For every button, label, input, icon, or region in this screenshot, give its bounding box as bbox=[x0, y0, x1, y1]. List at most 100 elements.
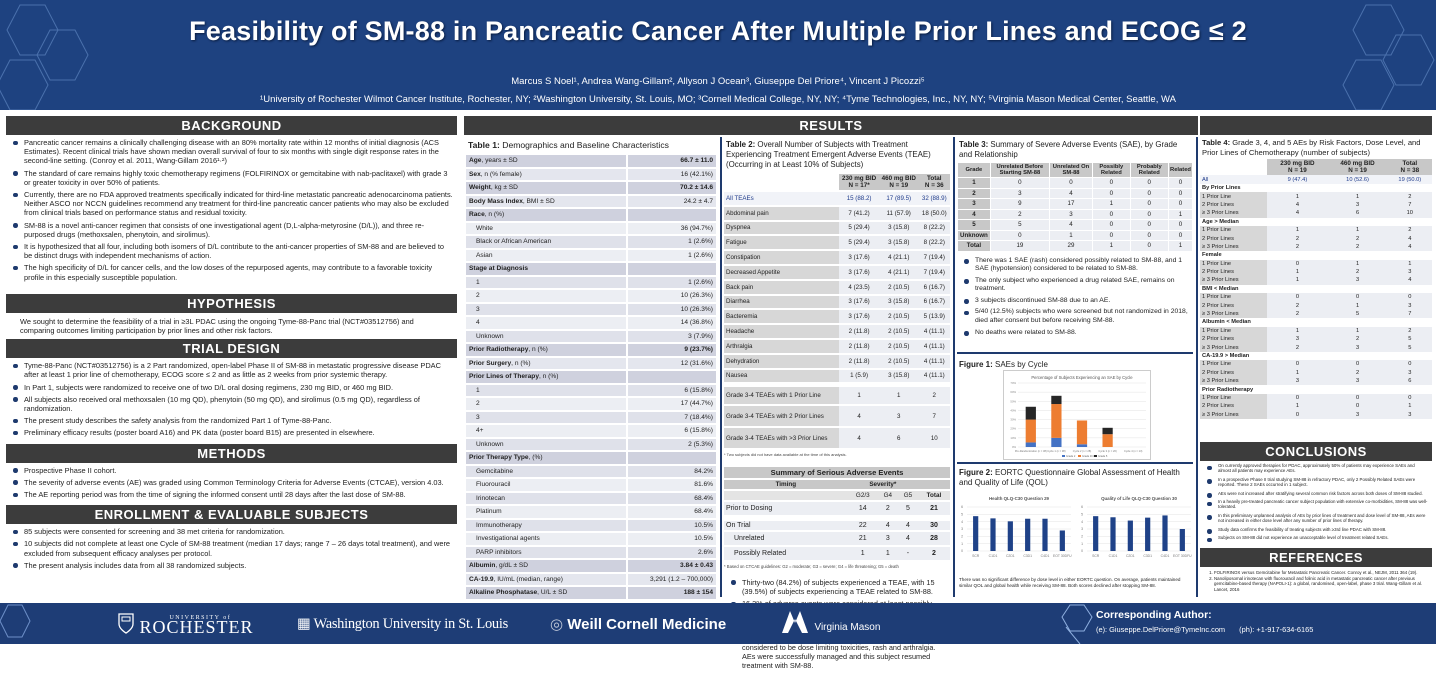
cell-value: 8 (22.2) bbox=[918, 236, 950, 250]
y-tick-label: 1 bbox=[961, 542, 963, 546]
table-row: 1 Prior Line 1 1 2 bbox=[1200, 192, 1432, 201]
grade-label: 1 bbox=[958, 178, 990, 188]
table-row: ≥ 3 Prior Lines 4 6 10 bbox=[1200, 209, 1432, 218]
table-row: ≥ 3 Prior Lines 2 2 4 bbox=[1200, 242, 1432, 252]
cell-value: 4 (11.1) bbox=[918, 325, 950, 338]
table-row: ≥ 3 Prior Lines 0 3 3 bbox=[1200, 410, 1432, 419]
cell-value: 0 bbox=[1130, 241, 1168, 251]
cell-value: 10 bbox=[918, 428, 950, 449]
cell-value: 1 bbox=[1049, 230, 1093, 240]
rochester-logo: UNIVERSITY of ROCHESTER bbox=[117, 612, 253, 636]
row-label: 1 Prior Line bbox=[1200, 326, 1268, 336]
cell-value: 0 bbox=[1267, 293, 1328, 302]
table-row: Prior Radiotherapy, n (%) 9 (23.7%) bbox=[466, 344, 716, 356]
cell-value: 6 bbox=[1327, 209, 1388, 218]
row-label: 2 Prior Lines bbox=[1200, 368, 1268, 377]
hexagon-decoration-icon bbox=[1061, 604, 1093, 644]
cell-value: 3 bbox=[1327, 200, 1388, 210]
cell-value: 2 (10.5) bbox=[878, 280, 919, 294]
cell-value: 15 (88.2) bbox=[839, 192, 879, 205]
bar-segment bbox=[1051, 404, 1062, 438]
bullet-item: Preliminary efficacy results (poster boa… bbox=[10, 428, 453, 437]
column-divider bbox=[953, 137, 955, 597]
left-column: BACKGROUND Pancreatic cancer remains a c… bbox=[6, 116, 457, 576]
row-value: 84.2% bbox=[626, 465, 716, 477]
cell-value: 3 (17.6) bbox=[839, 265, 879, 279]
row-value: 68.4% bbox=[626, 492, 716, 504]
table-row: Dyspnea 5 (29.4) 3 (15.8) 8 (22.2) bbox=[724, 221, 950, 235]
results-section: RESULTS bbox=[464, 116, 1432, 135]
trial-design-bullets: Tyme-88-Panc (NCT#03512756) is a 2 Part … bbox=[6, 358, 457, 443]
cell-value: 7 (19.4) bbox=[918, 251, 950, 264]
row-label: Abdominal pain bbox=[724, 206, 840, 220]
y-tick-label: 20% bbox=[1010, 427, 1016, 431]
table-row: 2 Prior Lines 3 2 5 bbox=[1200, 335, 1432, 344]
table-row: Investigational agents 10.5% bbox=[466, 533, 716, 545]
y-tick-label: 50% bbox=[1010, 399, 1016, 403]
x-tick-label: Cycle 3 (n = 20) bbox=[1098, 449, 1117, 453]
cell-value: 18 (50.0) bbox=[918, 206, 950, 220]
column-header: G5 bbox=[897, 491, 918, 501]
row-label: Immunotherapy bbox=[466, 519, 626, 531]
row-value bbox=[626, 209, 716, 221]
conclusions-bullets: On currently approved therapies for PDAC… bbox=[1200, 461, 1432, 546]
cell-value: 17 bbox=[1049, 199, 1093, 209]
bar-segment bbox=[1102, 434, 1113, 447]
bar bbox=[1110, 517, 1116, 551]
bullet-item: 85 subjects were consented for screening… bbox=[10, 527, 453, 536]
cell-value: 2 bbox=[1387, 192, 1432, 201]
row-value: 10.5% bbox=[626, 519, 716, 531]
figure2-note: There was no significant difference by d… bbox=[959, 577, 1181, 588]
x-tick-label: C4D1 bbox=[1161, 554, 1170, 558]
row-label: Constipation bbox=[724, 251, 840, 264]
row-label: Asian bbox=[466, 249, 626, 261]
bar bbox=[1093, 516, 1099, 551]
hypothesis-text: We sought to determine the feasibility o… bbox=[20, 316, 414, 336]
cell-value: 3 (17.6) bbox=[839, 310, 879, 324]
bullet-item: 5/40 (12.5%) subjects who were screened … bbox=[961, 308, 1189, 325]
table-row: Asian 1 (2.6%) bbox=[466, 249, 716, 261]
cell-value: 5 (13.9) bbox=[918, 310, 950, 324]
row-label: 1 Prior Line bbox=[1200, 360, 1268, 369]
contact-phone[interactable]: (ph): +1-917-634-6165 bbox=[1239, 625, 1314, 634]
cell-value: 3 bbox=[1387, 368, 1432, 377]
row-label: Age, years ± SD bbox=[466, 155, 626, 167]
table-row: Total 19 29 1 0 1 bbox=[958, 241, 1192, 251]
column-header: 460 mg BID N = 19 bbox=[878, 174, 919, 190]
contact-info: (e): Giuseppe.DelPriore@TymeInc.com (ph)… bbox=[1096, 625, 1313, 634]
bar bbox=[1162, 515, 1168, 551]
row-value: 7 (18.4%) bbox=[626, 411, 716, 423]
cell-value: 0 bbox=[1093, 220, 1130, 230]
cell-value: 19 bbox=[990, 241, 1049, 251]
x-tick-label: Cycle 1 (n = 38) bbox=[1047, 449, 1066, 453]
table-row: 2 Prior Lines 2 1 3 bbox=[1200, 301, 1432, 310]
bullet-item: All subjects also received oral methoxsa… bbox=[10, 395, 453, 413]
legend-label: Grade 3/4 bbox=[1082, 454, 1094, 458]
row-label: 2 Prior Lines bbox=[1200, 267, 1268, 277]
cell-value: 3 bbox=[1387, 410, 1432, 419]
cell-value: 1 bbox=[1327, 225, 1388, 235]
cell-value: 0 bbox=[1267, 360, 1328, 369]
y-tick-label: 6 bbox=[1081, 505, 1083, 509]
cell-value: 28 bbox=[917, 532, 950, 545]
contact-email[interactable]: (e): Giuseppe.DelPriore@TymeInc.com bbox=[1096, 625, 1226, 634]
table-row: Unknown 2 (5.3%) bbox=[466, 438, 716, 450]
demographics-table: Age, years ± SD 66.7 ± 11.0 Sex, n (% fema… bbox=[466, 153, 716, 601]
sae-table-title: Summary of Serious Adverse Events bbox=[724, 467, 950, 479]
row-label: 1 bbox=[466, 384, 626, 396]
table-row: 4 14 (36.8%) bbox=[466, 317, 716, 329]
table2-footnote: * Two subjects did not have data availab… bbox=[724, 452, 847, 458]
column-header: 230 mg BID N = 17* bbox=[839, 174, 879, 190]
cell-value: 1 bbox=[1267, 267, 1328, 277]
table-row: Alkaline Phosphatase, U/L ± SD 188 ± 154 bbox=[466, 587, 716, 599]
row-label: On Trial bbox=[724, 517, 848, 531]
reference-item: Nanoliposomal irinotecan with fluorourac… bbox=[1214, 576, 1426, 592]
cell-value: 0 bbox=[1327, 402, 1388, 411]
methods-bullets: Prospective Phase II cohort. The severity… bbox=[6, 463, 457, 506]
bar bbox=[990, 518, 996, 551]
row-label: All TEAEs bbox=[724, 192, 840, 205]
cell-value: 5 bbox=[1387, 343, 1432, 352]
